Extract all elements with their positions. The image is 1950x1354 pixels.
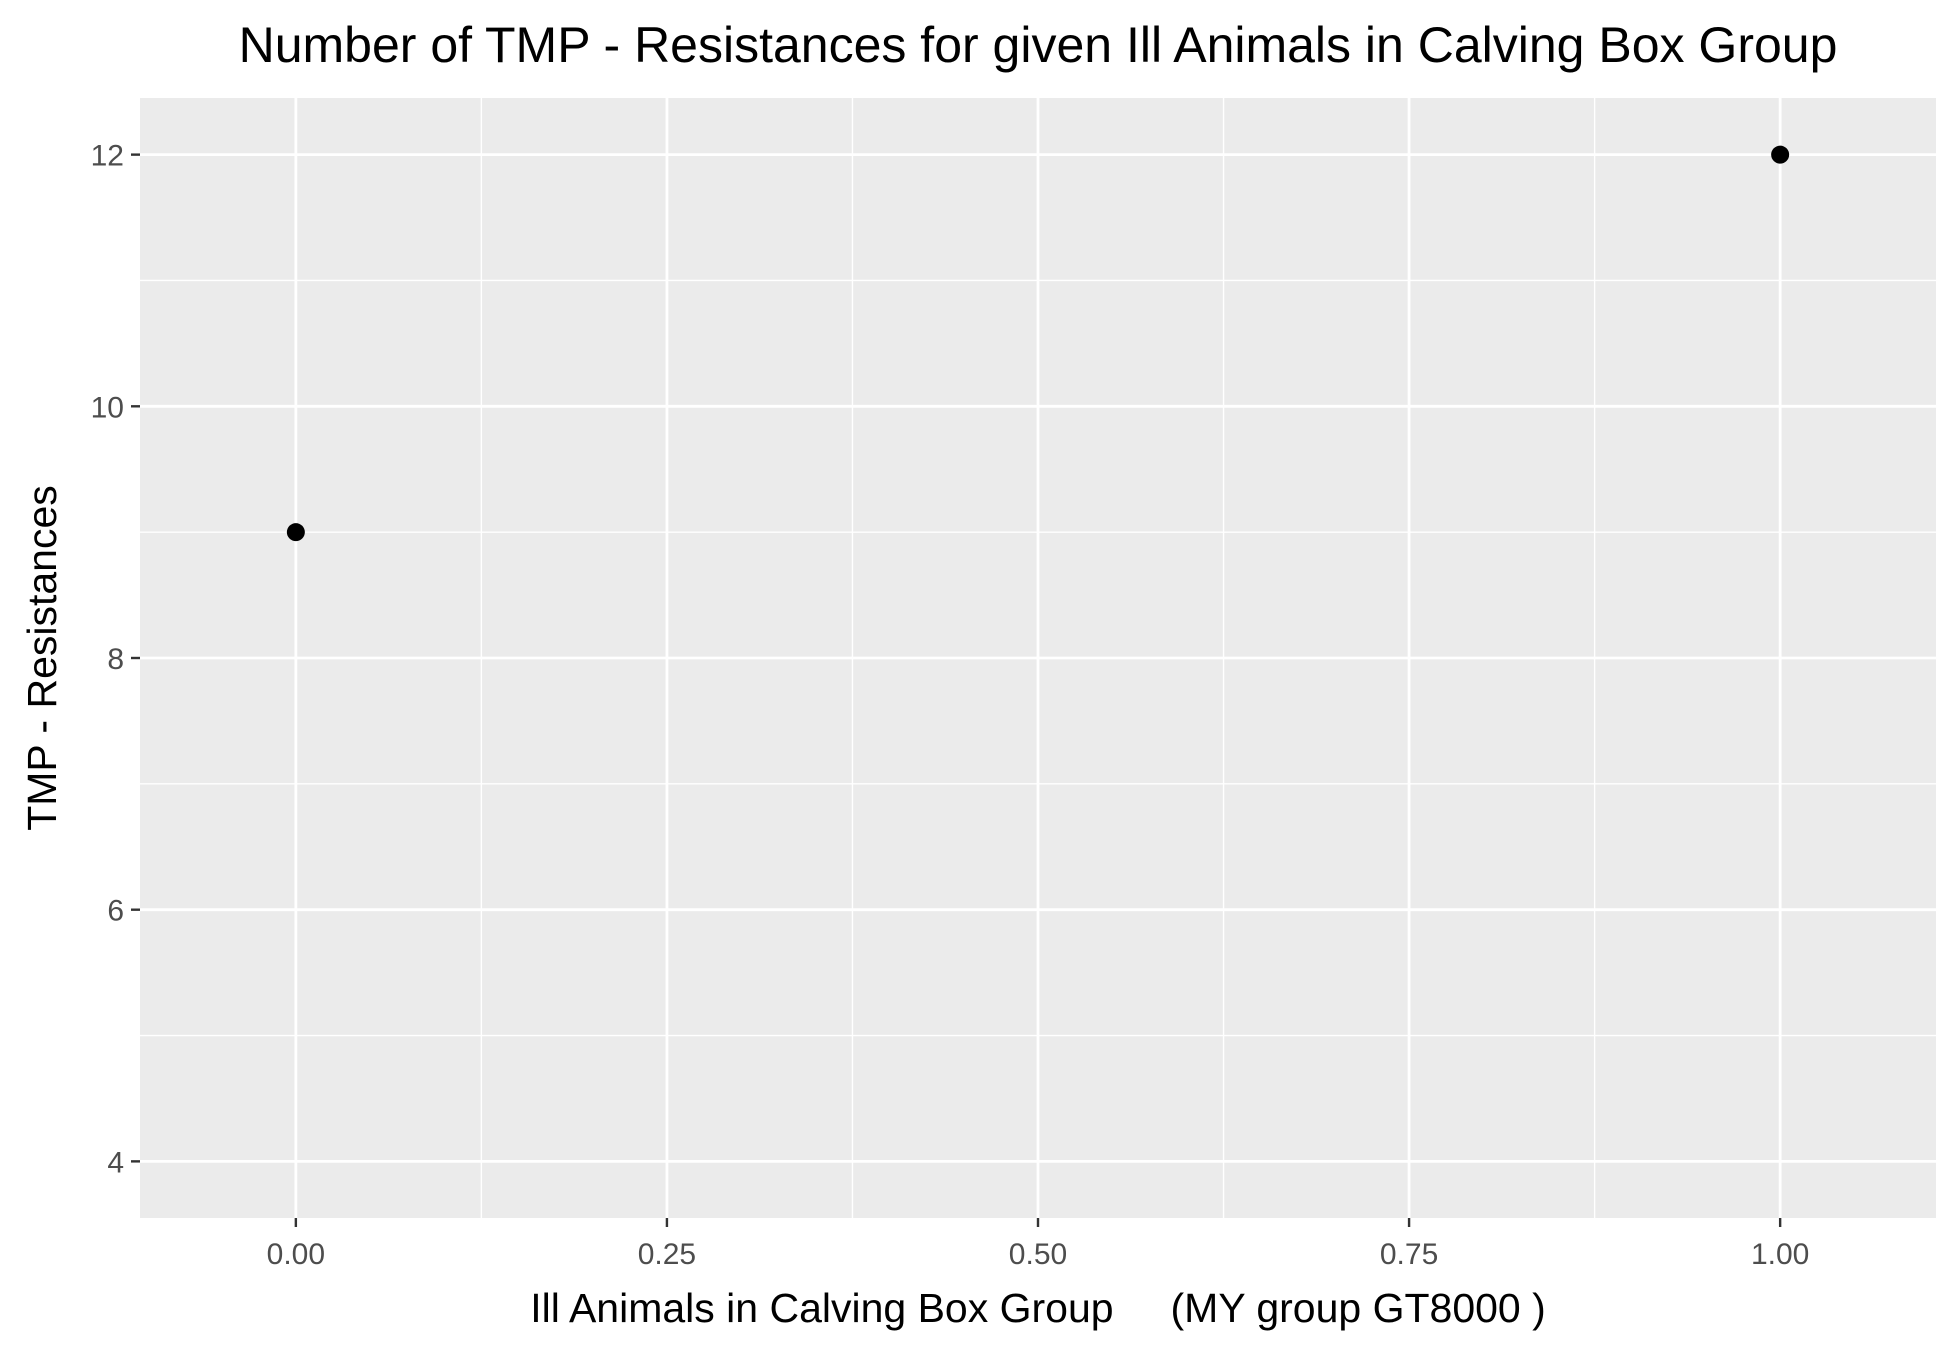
y-axis-title: TMP - Resistances — [19, 485, 65, 831]
y-tick-label: 8 — [107, 643, 124, 676]
data-point — [286, 523, 305, 542]
y-tick-label: 12 — [91, 140, 124, 173]
x-tick-label: 0.00 — [267, 1238, 325, 1271]
x-tick-label: 0.50 — [1009, 1238, 1067, 1271]
y-tick-label: 6 — [107, 895, 124, 928]
x-tick-label: 0.75 — [1380, 1238, 1438, 1271]
x-axis-title: Ill Animals in Calving Box Group (MY gro… — [530, 1285, 1546, 1331]
data-point — [1771, 145, 1790, 164]
major-gridlines — [140, 98, 1936, 1218]
chart-title: Number of TMP - Resistances for given Il… — [239, 17, 1838, 73]
x-tick-label: 0.25 — [638, 1238, 696, 1271]
y-tick-label: 4 — [107, 1146, 124, 1179]
x-axis: 0.00 0.25 0.50 0.75 1.00 — [267, 1218, 1809, 1271]
data-points — [286, 145, 1790, 542]
x-tick-label: 1.00 — [1751, 1238, 1809, 1271]
y-axis: 4 6 8 10 12 — [91, 140, 140, 1179]
y-tick-label: 10 — [91, 391, 124, 424]
